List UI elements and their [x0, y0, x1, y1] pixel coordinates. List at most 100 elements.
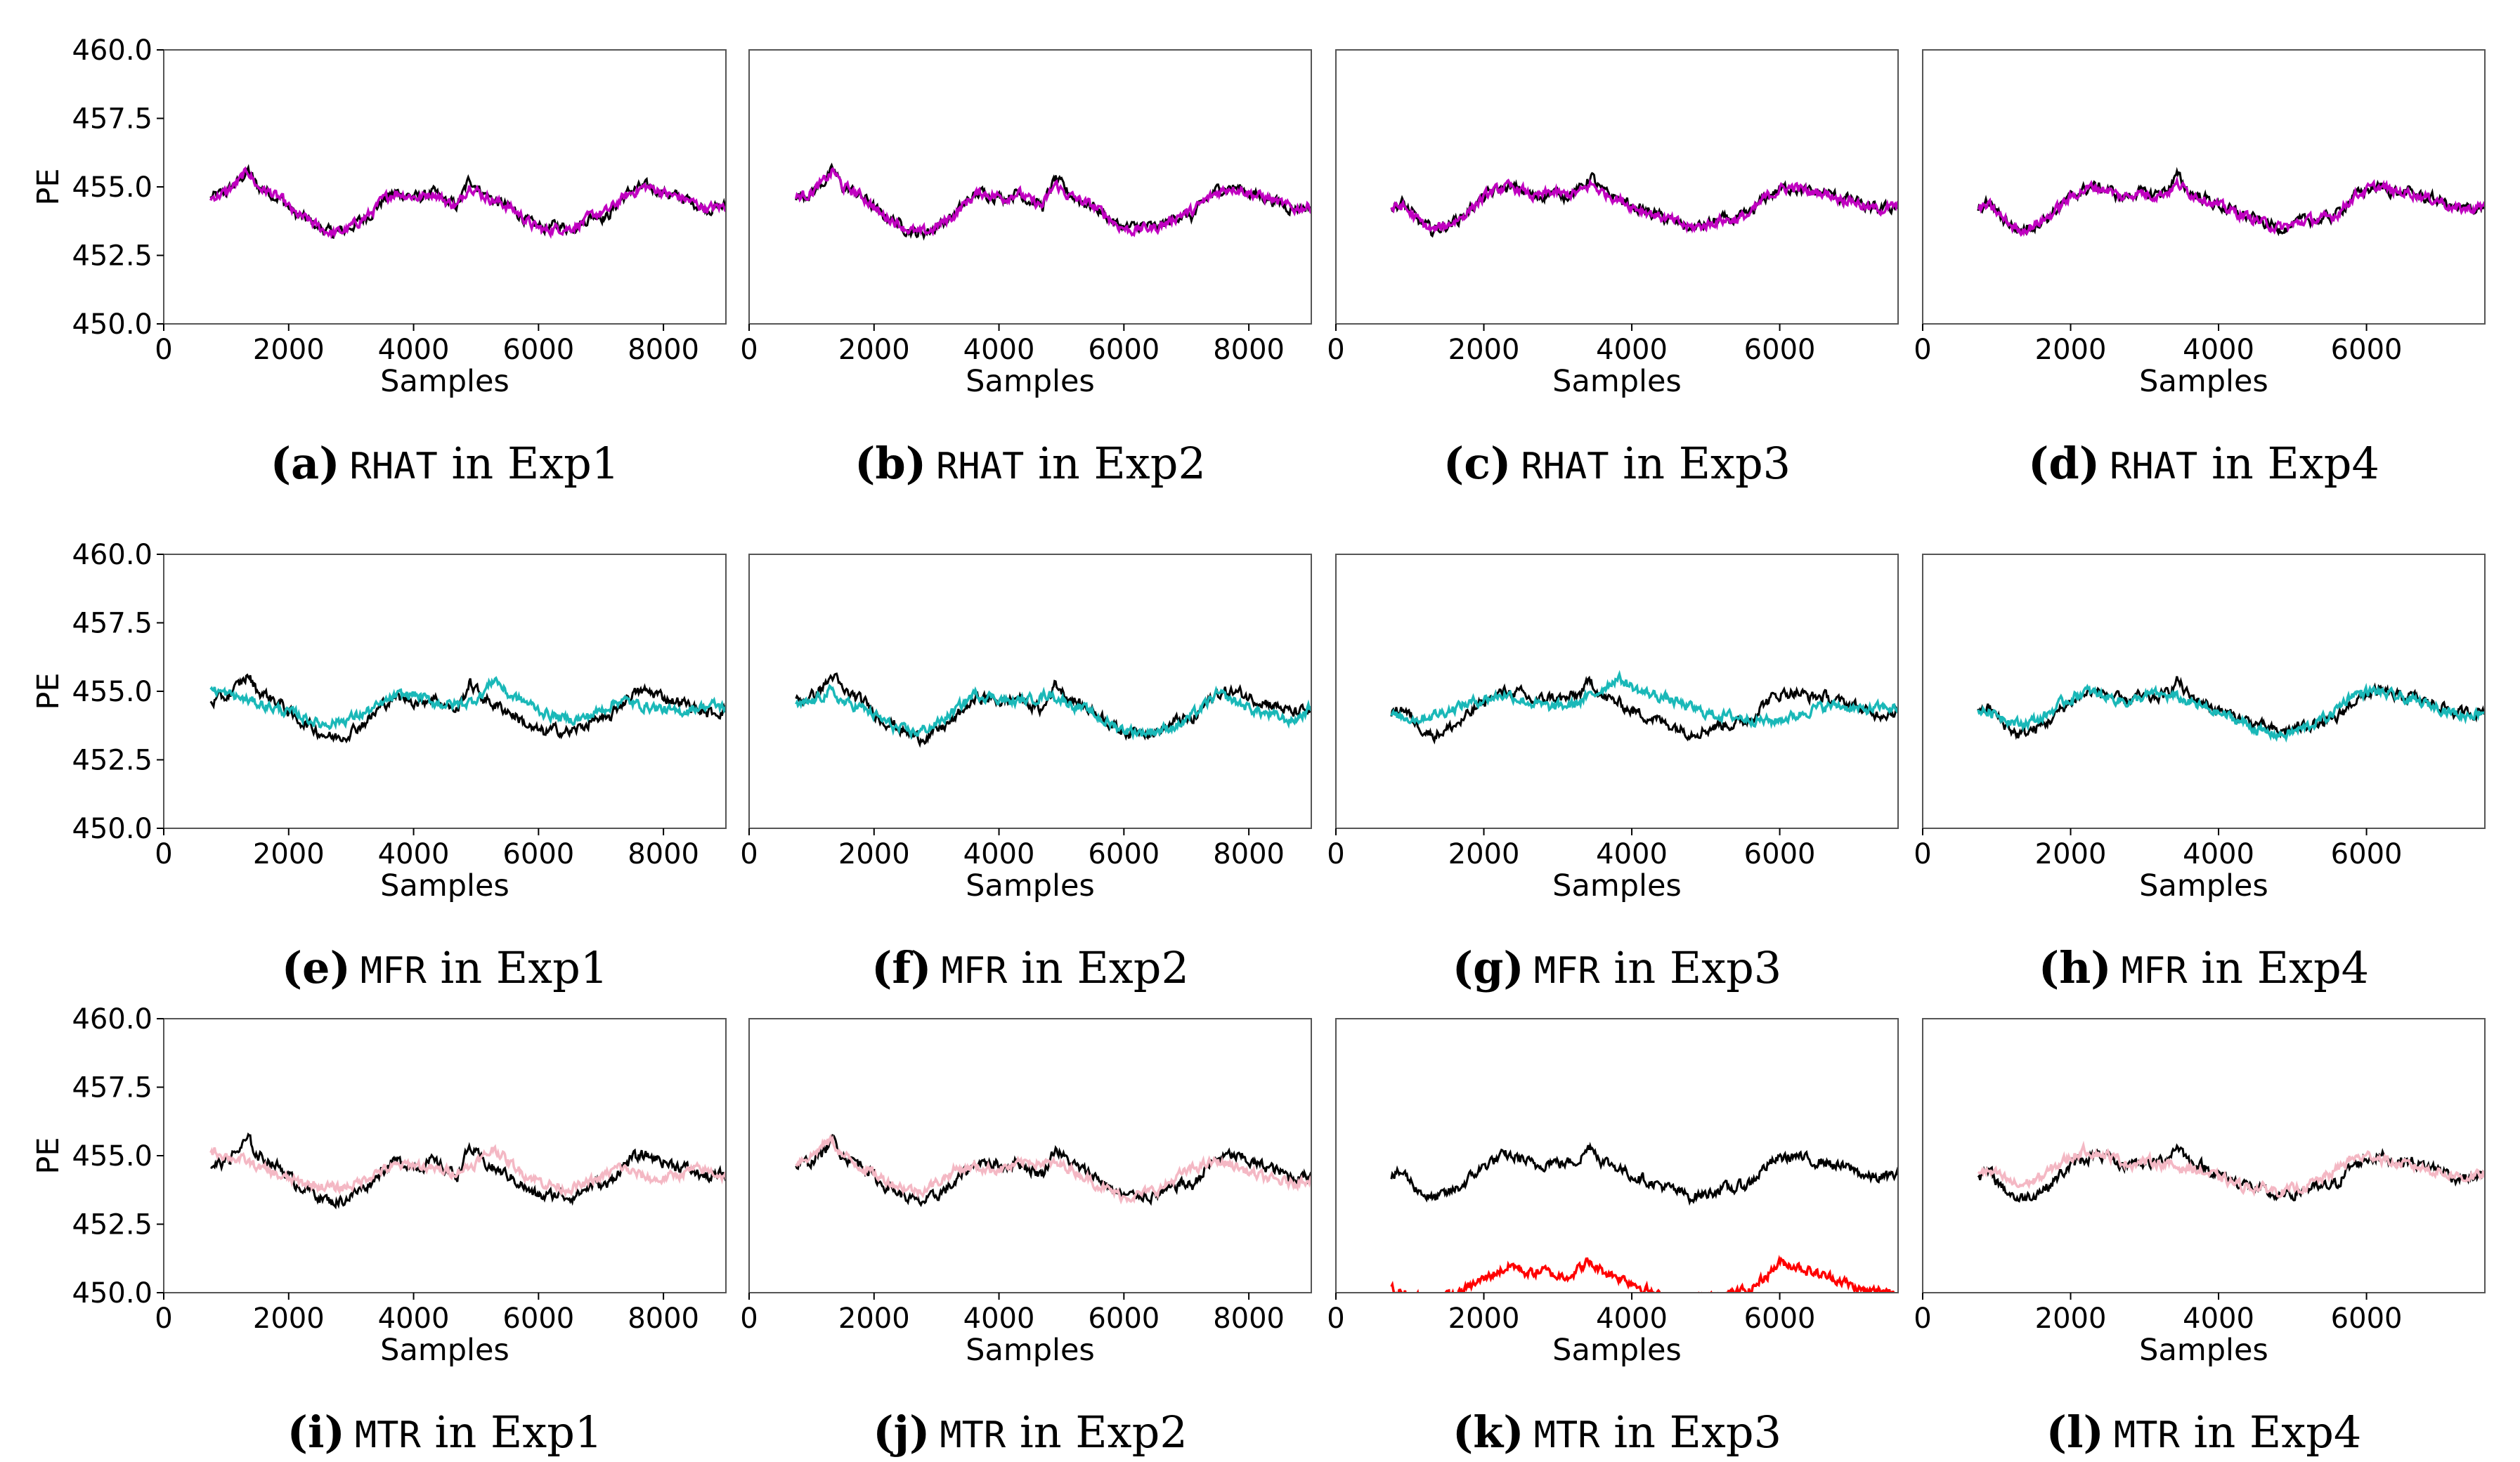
- subplot-b: 0 2000 4000 6000 8000 Samples (b) RHAT in Exp2: [740, 49, 1312, 489]
- x-tick-label: 8000: [1213, 334, 1285, 366]
- x-tick-label: 0: [155, 838, 172, 870]
- caption-experiment: in Exp3: [1609, 438, 1791, 489]
- x-tick-label: 2000: [2035, 334, 2107, 366]
- caption-method: RHAT: [936, 445, 1024, 488]
- axes-frame: [1335, 49, 1899, 325]
- x-tick-label: 6000: [502, 334, 574, 366]
- x-tick-label: 2000: [1448, 838, 1520, 870]
- x-tick-label: 0: [155, 334, 172, 366]
- x-axis-label: Samples: [380, 1333, 509, 1368]
- x-axis-label: Samples: [380, 364, 509, 399]
- x-tick-label: 8000: [628, 838, 699, 870]
- series-line-reference: [1977, 1143, 2485, 1203]
- axes-frame: [1335, 554, 1899, 829]
- subfigure-caption: (d) RHAT in Exp4: [2028, 438, 2379, 489]
- y-axis-label: PE: [31, 1137, 66, 1174]
- x-axis-label: Samples: [1552, 364, 1682, 399]
- subplot-h: 0 2000 4000 6000 Samples (h) MFR in Exp4: [1914, 554, 2486, 993]
- y-tick-label: 450.0: [72, 1277, 152, 1310]
- x-tick-label: 2000: [2035, 838, 2107, 870]
- x-tick-label: 0: [740, 334, 758, 366]
- x-tick-label: 6000: [502, 1303, 574, 1335]
- subplot-d: 0 2000 4000 6000 Samples (d) RHAT in Exp4: [1914, 49, 2486, 489]
- x-tick-label: 6000: [2331, 838, 2403, 870]
- series-line-mfr: [795, 684, 1311, 740]
- caption-letter: (e): [282, 942, 351, 993]
- caption-letter: (d): [2028, 438, 2100, 489]
- caption-experiment: in Exp4: [2180, 1406, 2362, 1458]
- x-tick-label: 2000: [253, 1303, 325, 1335]
- x-tick-label: 2000: [1448, 334, 1520, 366]
- x-tick-label: 4000: [2183, 1303, 2254, 1335]
- x-tick-label: 4000: [963, 838, 1035, 870]
- y-tick-label: 457.5: [72, 103, 152, 136]
- subplot-g: 0 2000 4000 6000 Samples (g) MFR in Exp3: [1327, 554, 1899, 993]
- caption-letter: (l): [2046, 1406, 2104, 1458]
- subfigure-caption: (c) RHAT in Exp3: [1443, 438, 1791, 489]
- caption-method: MTR: [940, 1414, 1006, 1456]
- series-line-reference: [1977, 676, 2485, 740]
- subplot-j: 0 2000 4000 6000 8000 Samples (j) MTR in Exp2: [740, 1018, 1312, 1458]
- x-tick-label: 0: [1327, 1303, 1344, 1335]
- x-tick-label: 0: [740, 838, 758, 870]
- x-axis-label: Samples: [966, 868, 1095, 903]
- series-line-reference: [795, 672, 1311, 748]
- x-tick-label: 4000: [1596, 334, 1668, 366]
- x-tick-label: 0: [1327, 334, 1344, 366]
- subfigure-caption: (e) MFR in Exp1: [282, 942, 609, 993]
- y-tick-label: 455.0: [72, 1140, 152, 1173]
- series-line-mfr: [209, 676, 726, 731]
- series-line-mfr: [1390, 670, 1898, 729]
- x-tick-label: 2000: [1448, 1303, 1520, 1335]
- subfigure-caption: (g) MFR in Exp3: [1453, 942, 1782, 993]
- x-tick-label: 6000: [2331, 334, 2403, 366]
- x-axis-label: Samples: [966, 1333, 1095, 1368]
- y-axis-label: PE: [31, 168, 66, 205]
- caption-experiment: in Exp1: [421, 1406, 603, 1458]
- subplot-k: 0 2000 4000 6000 Samples (k) MTR in Exp3: [1327, 1018, 1899, 1458]
- x-axis-label: Samples: [1552, 868, 1682, 903]
- caption-experiment: in Exp2: [1024, 438, 1206, 489]
- x-axis-label: Samples: [2139, 364, 2268, 399]
- y-tick-label: 450.0: [72, 308, 152, 341]
- series-line-mtr: [1977, 1140, 2485, 1199]
- x-tick-label: 0: [1914, 334, 1931, 366]
- x-axis-label: Samples: [2139, 868, 2268, 903]
- series-line-mfr: [1977, 682, 2485, 743]
- x-tick-label: 2000: [838, 838, 910, 870]
- x-tick-label: 0: [740, 1303, 758, 1335]
- x-axis-label: Samples: [966, 364, 1095, 399]
- axes-frame: [1922, 1018, 2486, 1293]
- x-tick-label: 4000: [2183, 838, 2254, 870]
- y-tick-label: 455.0: [72, 676, 152, 708]
- series-line-reference: [209, 673, 726, 744]
- caption-method: MTR: [355, 1414, 422, 1456]
- subfigure-caption: (j) MTR in Exp2: [873, 1406, 1188, 1458]
- x-axis-label: Samples: [380, 868, 509, 903]
- x-tick-label: 4000: [963, 1303, 1035, 1335]
- y-tick-label: 455.0: [72, 171, 152, 204]
- axes-frame: [1922, 554, 2486, 829]
- caption-letter: (i): [287, 1406, 345, 1458]
- caption-letter: (c): [1443, 438, 1511, 489]
- x-tick-label: 4000: [2183, 334, 2254, 366]
- subfigure-caption: (h) MFR in Exp4: [2039, 942, 2369, 993]
- series-line-rhat: [1390, 178, 1898, 234]
- series-line-reference: [1390, 171, 1898, 238]
- caption-experiment: in Exp4: [2197, 438, 2379, 489]
- series-line-mtr: [1390, 1254, 1897, 1293]
- x-tick-label: 6000: [1744, 838, 1816, 870]
- series-line-rhat: [794, 167, 1311, 237]
- caption-letter: (h): [2039, 942, 2112, 993]
- subfigure-caption: (f) MFR in Exp2: [871, 942, 1189, 993]
- series-line-mtr: [795, 1133, 1311, 1205]
- axes-frame: [748, 49, 1312, 325]
- y-tick-label: 460.0: [72, 539, 152, 571]
- y-tick-label: 452.5: [72, 745, 152, 777]
- y-tick-label: 460.0: [72, 34, 152, 67]
- x-tick-label: 4000: [378, 334, 450, 366]
- y-tick-label: 457.5: [72, 608, 152, 640]
- x-tick-label: 4000: [1596, 838, 1668, 870]
- x-tick-label: 8000: [628, 1303, 699, 1335]
